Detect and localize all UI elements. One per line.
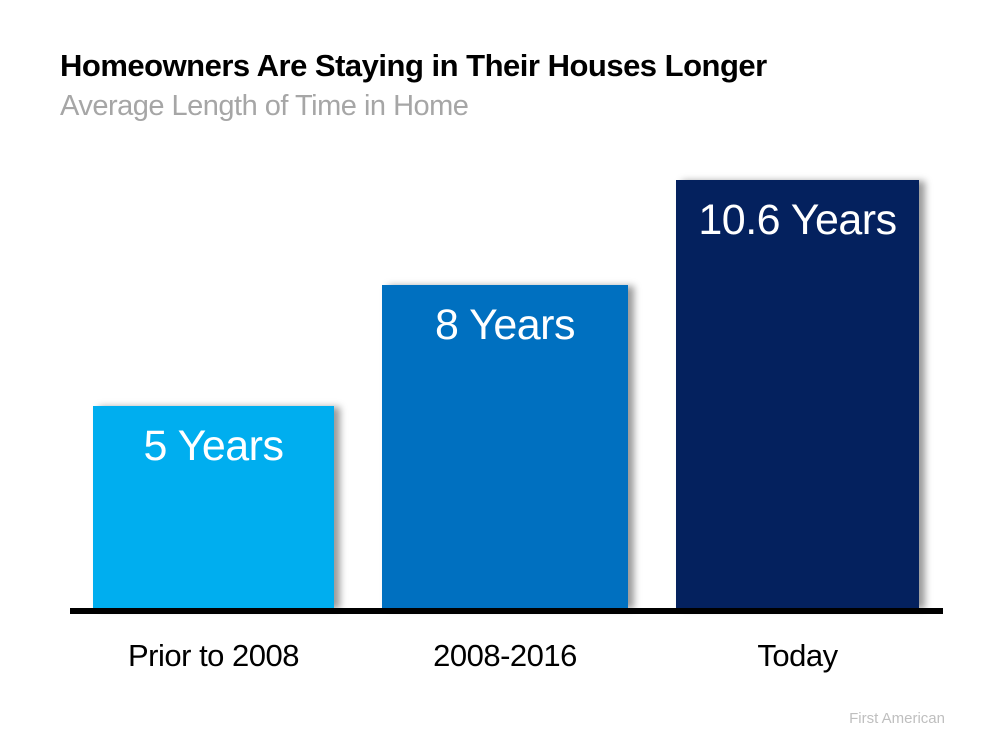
bar-value-label: 5 Years <box>143 422 284 470</box>
source-attribution: First American <box>849 710 945 727</box>
chart-subtitle: Average Length of Time in Home <box>60 90 469 122</box>
bar-prior-to-2008: 5 Years <box>93 406 334 608</box>
x-axis-label-2008-2016: 2008-2016 <box>433 638 577 673</box>
chart-title: Homeowners Are Staying in Their Houses L… <box>60 48 767 83</box>
bar-2008-2016: 8 Years <box>382 285 628 608</box>
bar-today: 10.6 Years <box>676 180 919 608</box>
bar-value-label: 8 Years <box>435 301 575 349</box>
x-axis-label-prior-to-2008: Prior to 2008 <box>128 638 300 673</box>
x-axis-label-today: Today <box>757 638 838 673</box>
x-axis-line <box>70 608 943 614</box>
bar-value-label: 10.6 Years <box>698 196 897 244</box>
